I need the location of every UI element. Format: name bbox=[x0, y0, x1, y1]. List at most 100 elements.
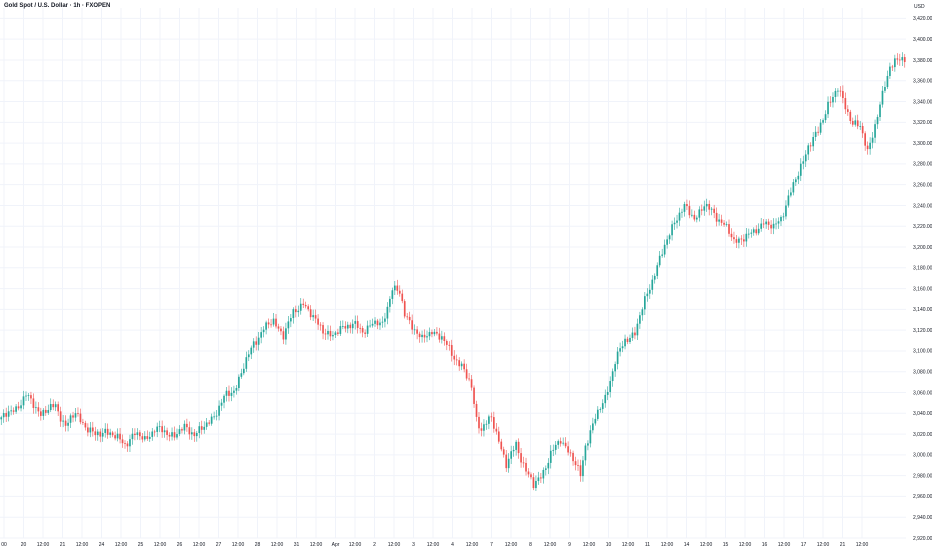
candle-body bbox=[517, 441, 520, 454]
candle-body bbox=[804, 154, 807, 162]
x-tick-label: 12:00 bbox=[427, 542, 440, 548]
x-tick-label: 12:00 bbox=[583, 542, 596, 548]
candle-body bbox=[327, 330, 329, 335]
candle-up bbox=[648, 284, 651, 299]
candle-body bbox=[700, 209, 703, 211]
candle-up bbox=[604, 389, 607, 408]
candle-body bbox=[317, 318, 319, 325]
candle-up bbox=[691, 209, 693, 218]
candle-body bbox=[89, 427, 92, 433]
candle-up bbox=[510, 445, 513, 464]
x-tick-label: 7 bbox=[490, 542, 493, 548]
candle-down bbox=[842, 85, 844, 104]
candle-body bbox=[208, 422, 211, 424]
candle-body bbox=[260, 332, 262, 338]
candle-body bbox=[235, 388, 238, 391]
candle-down bbox=[294, 305, 297, 318]
x-tick-label: 12:00 bbox=[193, 542, 206, 548]
candle-up bbox=[25, 391, 27, 402]
candle-down bbox=[626, 336, 629, 345]
candle-down bbox=[200, 420, 203, 435]
candle-body bbox=[686, 204, 688, 207]
candle-up bbox=[116, 428, 119, 442]
x-tick-label: 15 bbox=[723, 542, 729, 548]
candle-up bbox=[62, 414, 64, 428]
candle-up bbox=[750, 229, 753, 238]
candle-down bbox=[532, 473, 535, 491]
candle-body bbox=[861, 126, 864, 134]
candle-body bbox=[99, 431, 102, 437]
candle-down bbox=[208, 420, 211, 426]
candle-body bbox=[158, 426, 161, 428]
candle-up bbox=[213, 411, 215, 420]
candle-down bbox=[94, 426, 97, 441]
candle-body bbox=[240, 373, 243, 377]
candle-body bbox=[606, 391, 609, 395]
candle-body bbox=[894, 58, 896, 68]
candle-body bbox=[510, 451, 513, 459]
x-tick-label: 12:00 bbox=[310, 542, 323, 548]
candle-body bbox=[104, 428, 107, 433]
candle-up bbox=[557, 439, 560, 449]
candle-body bbox=[587, 443, 589, 446]
candle-body bbox=[40, 411, 42, 416]
candle-body bbox=[505, 454, 508, 469]
candle-up bbox=[544, 465, 547, 476]
candle-up bbox=[143, 431, 146, 442]
candle-body bbox=[735, 239, 738, 243]
candle-up bbox=[646, 288, 649, 302]
candle-down bbox=[450, 339, 453, 362]
candle-down bbox=[337, 328, 339, 337]
candle-body bbox=[832, 96, 834, 103]
candle-body bbox=[54, 404, 57, 408]
candle-body bbox=[495, 428, 498, 432]
candle-up bbox=[250, 345, 253, 360]
candle-body bbox=[438, 333, 441, 340]
y-tick-label: 3,000.00 bbox=[913, 453, 932, 459]
candle-body bbox=[577, 465, 579, 466]
candle-down bbox=[411, 314, 413, 335]
candle-body bbox=[69, 415, 72, 423]
candle-up bbox=[797, 171, 800, 184]
candle-up bbox=[515, 439, 517, 456]
x-tick-label: 21 bbox=[840, 542, 846, 548]
candle-body bbox=[631, 332, 634, 338]
price-axis[interactable]: 2,920.00 2,940.00 2,960.00 2,980.00 3,000.00… bbox=[913, 16, 932, 542]
candle-body bbox=[453, 355, 456, 360]
candle-body bbox=[475, 403, 478, 417]
candle-up bbox=[7, 405, 10, 422]
y-tick-label: 3,100.00 bbox=[913, 349, 932, 355]
candle-up bbox=[312, 309, 314, 322]
candle-body bbox=[205, 422, 208, 427]
candle-body bbox=[151, 431, 154, 437]
x-tick-label: 25 bbox=[138, 542, 144, 548]
candle-up bbox=[747, 228, 750, 239]
candle-body bbox=[418, 333, 421, 338]
candle-body bbox=[30, 395, 32, 399]
candle-up bbox=[223, 394, 225, 409]
candle-up bbox=[837, 88, 839, 97]
candle-down bbox=[188, 421, 191, 440]
x-tick-label: 12:00 bbox=[661, 542, 674, 548]
candle-body bbox=[718, 219, 720, 222]
candle-body bbox=[252, 341, 255, 348]
x-tick-label: 9 bbox=[568, 542, 571, 548]
candle-up bbox=[681, 208, 683, 218]
candle-body bbox=[166, 430, 168, 435]
candle-down bbox=[817, 126, 819, 136]
candle-body bbox=[129, 439, 131, 447]
candle-up bbox=[156, 422, 159, 438]
candle-down bbox=[349, 322, 352, 334]
candle-body bbox=[436, 331, 438, 334]
candle-down bbox=[324, 328, 327, 340]
candle-up bbox=[252, 338, 255, 353]
candle-body bbox=[25, 395, 27, 397]
x-tick-label: 12:00 bbox=[700, 542, 713, 548]
time-axis[interactable]: 00 20 12:00 21 12:00 24 12:00 25 12:00 26 12:00 27 1… bbox=[1, 542, 868, 548]
candle-body bbox=[32, 398, 35, 408]
candle-down bbox=[361, 325, 364, 338]
candle-body bbox=[416, 329, 418, 334]
candle-up bbox=[703, 200, 706, 216]
